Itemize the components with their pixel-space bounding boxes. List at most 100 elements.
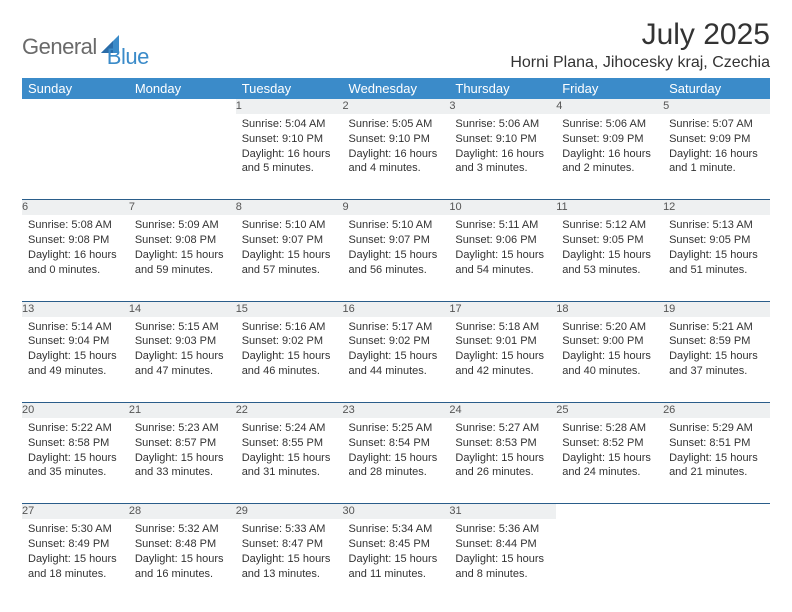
daynum-row: 2728293031 <box>22 504 770 519</box>
sunset: Sunset: 8:51 PM <box>669 436 764 451</box>
weekday-header: Monday <box>129 78 236 99</box>
sunrise: Sunrise: 5:28 AM <box>562 421 657 436</box>
day-cell: Sunrise: 5:22 AMSunset: 8:58 PMDaylight:… <box>22 418 129 504</box>
daylight: Daylight: 15 hours and 33 minutes. <box>135 451 230 481</box>
day-cell: Sunrise: 5:32 AMSunset: 8:48 PMDaylight:… <box>129 519 236 605</box>
day-cell: Sunrise: 5:06 AMSunset: 9:09 PMDaylight:… <box>556 114 663 200</box>
daylight: Daylight: 15 hours and 56 minutes. <box>349 248 444 278</box>
day-number: 24 <box>449 403 556 418</box>
daylight: Daylight: 15 hours and 57 minutes. <box>242 248 337 278</box>
day-number: 28 <box>129 504 236 519</box>
day-number: 6 <box>22 200 129 215</box>
day-cell <box>556 519 663 605</box>
day-cell: Sunrise: 5:08 AMSunset: 9:08 PMDaylight:… <box>22 215 129 301</box>
day-number <box>22 99 129 114</box>
sunrise: Sunrise: 5:10 AM <box>242 218 337 233</box>
sunset: Sunset: 9:05 PM <box>669 233 764 248</box>
title-block: July 2025 Horni Plana, Jihocesky kraj, C… <box>510 18 770 72</box>
day-cell: Sunrise: 5:23 AMSunset: 8:57 PMDaylight:… <box>129 418 236 504</box>
sunrise: Sunrise: 5:06 AM <box>562 117 657 132</box>
day-number: 1 <box>236 99 343 114</box>
day-number <box>129 99 236 114</box>
daylight: Daylight: 15 hours and 8 minutes. <box>455 552 550 582</box>
day-number: 31 <box>449 504 556 519</box>
sunrise: Sunrise: 5:05 AM <box>349 117 444 132</box>
day-cell: Sunrise: 5:24 AMSunset: 8:55 PMDaylight:… <box>236 418 343 504</box>
sunset: Sunset: 9:06 PM <box>455 233 550 248</box>
sunrise: Sunrise: 5:07 AM <box>669 117 764 132</box>
sunset: Sunset: 8:52 PM <box>562 436 657 451</box>
day-cell: Sunrise: 5:29 AMSunset: 8:51 PMDaylight:… <box>663 418 770 504</box>
day-cell: Sunrise: 5:33 AMSunset: 8:47 PMDaylight:… <box>236 519 343 605</box>
daylight: Daylight: 15 hours and 46 minutes. <box>242 349 337 379</box>
day-number: 16 <box>343 301 450 316</box>
day-number: 29 <box>236 504 343 519</box>
logo: General Blue <box>22 18 149 70</box>
sunset: Sunset: 8:47 PM <box>242 537 337 552</box>
sunset: Sunset: 8:59 PM <box>669 334 764 349</box>
day-number: 23 <box>343 403 450 418</box>
daylight: Daylight: 16 hours and 3 minutes. <box>455 147 550 177</box>
day-number: 18 <box>556 301 663 316</box>
sunrise: Sunrise: 5:23 AM <box>135 421 230 436</box>
calendar-table: SundayMondayTuesdayWednesdayThursdayFrid… <box>22 78 770 605</box>
day-number: 9 <box>343 200 450 215</box>
sunrise: Sunrise: 5:16 AM <box>242 320 337 335</box>
sunset: Sunset: 8:48 PM <box>135 537 230 552</box>
day-cell: Sunrise: 5:05 AMSunset: 9:10 PMDaylight:… <box>343 114 450 200</box>
sunset: Sunset: 9:09 PM <box>562 132 657 147</box>
day-number: 17 <box>449 301 556 316</box>
weekday-header: Thursday <box>449 78 556 99</box>
sunset: Sunset: 8:49 PM <box>28 537 123 552</box>
day-cell: Sunrise: 5:13 AMSunset: 9:05 PMDaylight:… <box>663 215 770 301</box>
day-number: 2 <box>343 99 450 114</box>
weekday-header: Wednesday <box>343 78 450 99</box>
week-row: Sunrise: 5:14 AMSunset: 9:04 PM Daylight:… <box>22 317 770 403</box>
daylight: Daylight: 15 hours and 40 minutes. <box>562 349 657 379</box>
sunrise: Sunrise: 5:10 AM <box>349 218 444 233</box>
sunrise: Sunrise: 5:25 AM <box>349 421 444 436</box>
day-number: 3 <box>449 99 556 114</box>
day-cell: Sunrise: 5:34 AMSunset: 8:45 PMDaylight:… <box>343 519 450 605</box>
sunset: Sunset: 9:05 PM <box>562 233 657 248</box>
daylight: Daylight: 15 hours and 53 minutes. <box>562 248 657 278</box>
sunrise: Sunrise: 5:18 AM <box>455 320 550 335</box>
daylight: Daylight: 15 hours and 44 minutes. <box>349 349 444 379</box>
sunset: Sunset: 8:58 PM <box>28 436 123 451</box>
weekday-header: Tuesday <box>236 78 343 99</box>
weekday-header: Sunday <box>22 78 129 99</box>
daylight: Daylight: 16 hours and 5 minutes. <box>242 147 337 177</box>
daylight: Daylight: 15 hours and 11 minutes. <box>349 552 444 582</box>
day-cell: Sunrise: 5:21 AMSunset: 8:59 PMDaylight:… <box>663 317 770 403</box>
sunset: Sunset: 8:54 PM <box>349 436 444 451</box>
day-number: 10 <box>449 200 556 215</box>
sunset: Sunset: 8:53 PM <box>455 436 550 451</box>
day-number: 26 <box>663 403 770 418</box>
day-cell: Sunrise: 5:15 AMSunset: 9:03 PMDaylight:… <box>129 317 236 403</box>
daylight: Daylight: 16 hours and 1 minute. <box>669 147 764 177</box>
day-number: 21 <box>129 403 236 418</box>
sunrise: Sunrise: 5:30 AM <box>28 522 123 537</box>
header: General Blue July 2025 Horni Plana, Jiho… <box>22 18 770 72</box>
sunset: Sunset: 9:02 PM <box>242 334 337 349</box>
day-cell: Sunrise: 5:25 AMSunset: 8:54 PMDaylight:… <box>343 418 450 504</box>
day-cell: Sunrise: 5:04 AMSunset: 9:10 PMDaylight:… <box>236 114 343 200</box>
daynum-row: 13141516171819 <box>22 301 770 316</box>
weekday-header: Saturday <box>663 78 770 99</box>
sunset: Sunset: 9:03 PM <box>135 334 230 349</box>
sunrise: Sunrise: 5:14 AM <box>28 320 123 335</box>
calendar-body: 12345Sunrise: 5:04 AMSunset: 9:10 PMDayl… <box>22 99 770 605</box>
sunrise: Sunrise: 5:34 AM <box>349 522 444 537</box>
month-title: July 2025 <box>510 18 770 52</box>
daynum-row: 6789101112 <box>22 200 770 215</box>
daylight: Daylight: 15 hours and 47 minutes. <box>135 349 230 379</box>
day-cell: Sunrise: 5:12 AMSunset: 9:05 PMDaylight:… <box>556 215 663 301</box>
logo-text-2: Blue <box>107 44 149 70</box>
sunrise: Sunrise: 5:15 AM <box>135 320 230 335</box>
sunset: Sunset: 8:57 PM <box>135 436 230 451</box>
sunset: Sunset: 9:08 PM <box>135 233 230 248</box>
sunset: Sunset: 9:04 PM <box>28 334 123 349</box>
day-cell <box>22 114 129 200</box>
sunset: Sunset: 9:08 PM <box>28 233 123 248</box>
sunset: Sunset: 9:02 PM <box>349 334 444 349</box>
